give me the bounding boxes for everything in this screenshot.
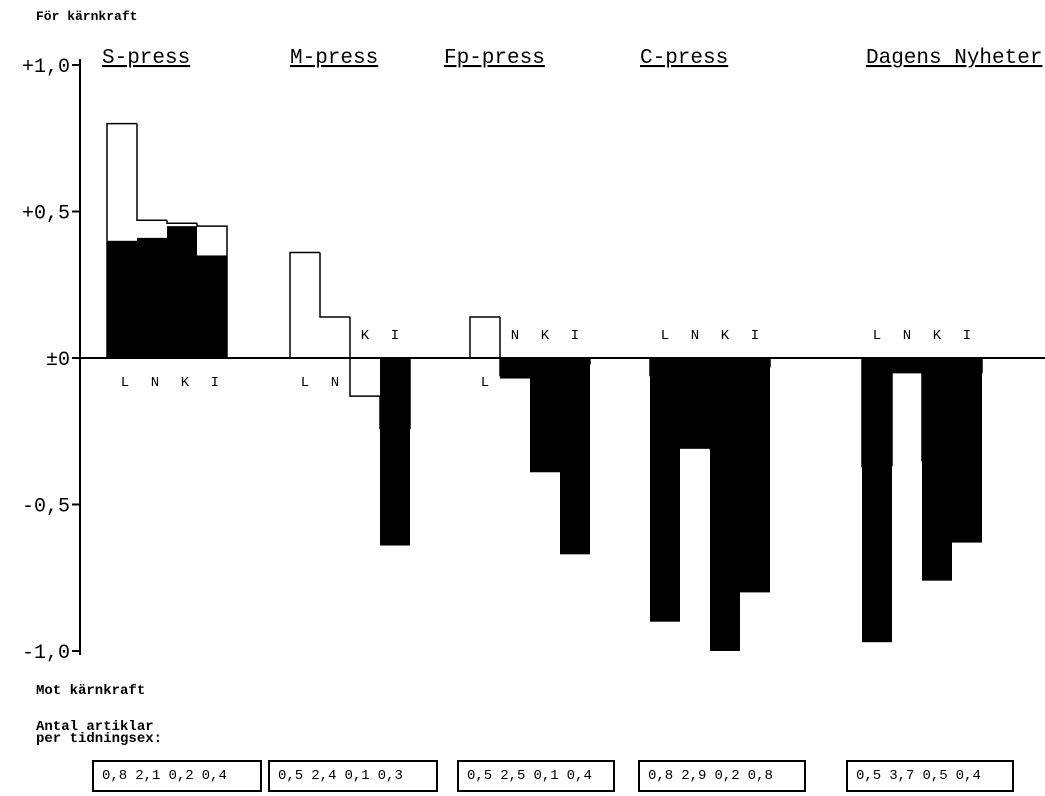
count-value: 3,7 [889, 768, 915, 784]
count-value: 0,5 [278, 768, 304, 784]
bar-outline [921, 372, 952, 462]
bar-outline [136, 123, 167, 222]
count-label-line2: per tidningsex: [36, 731, 162, 747]
bar-outline [166, 220, 197, 224]
bar-outline [349, 316, 380, 397]
bottom-label: Mot kärnkraft [36, 683, 145, 699]
labels-layer: S-press L N K I M-press L N K I Fp-press L N K I C-pres… [102, 47, 1042, 391]
category-label: I [751, 328, 759, 344]
group-header: Fp-press [444, 47, 545, 70]
count-value: 0,1 [533, 768, 559, 784]
count-value: 0,8 [648, 768, 674, 784]
count-value: 2,5 [500, 768, 526, 784]
category-label: N [151, 375, 159, 391]
category-label: L [301, 375, 309, 391]
bar-filled [740, 358, 770, 593]
bar-filled [530, 358, 560, 473]
count-value: 0,4 [566, 768, 592, 784]
count-value: 0,3 [377, 768, 403, 784]
bar-filled [107, 240, 137, 358]
bar-outline [499, 316, 530, 377]
category-label: I [211, 375, 219, 391]
category-label: N [331, 375, 339, 391]
count-value: 0,1 [344, 768, 370, 784]
count-value: 0,8 [102, 768, 128, 784]
group-header: S-press [102, 47, 190, 70]
bar-outline [709, 375, 740, 450]
count-box: 0,5 2,5 0,1 0,4 [457, 760, 615, 792]
bar-filled [197, 255, 227, 358]
count-box: 0,5 2,4 0,1 0,3 [268, 760, 438, 792]
category-label: K [181, 375, 190, 391]
count-value: 0,8 [747, 768, 773, 784]
bar-outline [649, 358, 680, 377]
bar-outline [469, 316, 500, 358]
category-label: L [121, 375, 129, 391]
bar-filled [862, 358, 892, 643]
category-label: K [721, 328, 730, 344]
y-tick-label: +1,0 [22, 56, 70, 79]
bar-filled [710, 358, 740, 651]
bar-filled [380, 358, 410, 546]
category-label: K [541, 328, 550, 344]
bar-filled [560, 358, 590, 555]
count-value: 0,4 [201, 768, 227, 784]
category-label: K [933, 328, 942, 344]
count-box: 0,5 3,7 0,5 0,4 [846, 760, 1014, 792]
count-value: 0,4 [955, 768, 981, 784]
category-label: N [691, 328, 699, 344]
count-value: 0,5 [856, 768, 882, 784]
bar-outline [861, 358, 892, 468]
category-label: K [361, 328, 370, 344]
bars-layer [106, 122, 983, 651]
category-label: L [873, 328, 881, 344]
group-header: M-press [290, 47, 378, 70]
count-value: 0,5 [467, 768, 493, 784]
bar-filled [892, 358, 922, 373]
bar-outline [289, 251, 320, 358]
bar-filled [952, 358, 982, 543]
group-header: C-press [640, 47, 728, 70]
count-value: 2,1 [135, 768, 161, 784]
category-label: N [903, 328, 911, 344]
bar-outline [559, 358, 591, 370]
count-value: 2,4 [311, 768, 337, 784]
bar-outline [379, 358, 411, 430]
count-box: 0,8 2,9 0,2 0,8 [638, 760, 806, 792]
bar-filled [500, 358, 530, 379]
bar-filled [137, 237, 167, 358]
y-tick-label: -0,5 [22, 496, 70, 519]
count-value: 0,2 [714, 768, 740, 784]
category-label: I [963, 328, 971, 344]
bar-outline [196, 223, 228, 358]
y-tick-label: +0,5 [22, 203, 70, 226]
group-header: Dagens Nyheter [866, 47, 1042, 70]
top-label: För kärnkraft [36, 9, 137, 24]
bar-outline [739, 358, 771, 449]
bar-outline [319, 252, 350, 318]
category-label: N [511, 328, 519, 344]
count-value: 0,5 [922, 768, 948, 784]
y-tick-label: -1,0 [22, 642, 70, 665]
bar-outline [891, 371, 922, 467]
bar-filled [650, 358, 680, 622]
category-label: L [481, 375, 489, 391]
category-label: L [661, 328, 669, 344]
bar-filled [167, 226, 197, 358]
bar-outline [529, 368, 560, 376]
count-value: 2,9 [681, 768, 707, 784]
count-value: 0,2 [168, 768, 194, 784]
category-label: I [571, 328, 579, 344]
bar-filled [680, 358, 710, 449]
bar-filled [922, 358, 952, 581]
count-label-line1: Antal artiklar [36, 719, 154, 735]
y-tick-label: ±0 [46, 349, 70, 372]
category-label: I [391, 328, 399, 344]
bar-outline [951, 358, 983, 461]
count-box: 0,8 2,1 0,2 0,4 [92, 760, 262, 792]
bar-outline [106, 122, 137, 358]
